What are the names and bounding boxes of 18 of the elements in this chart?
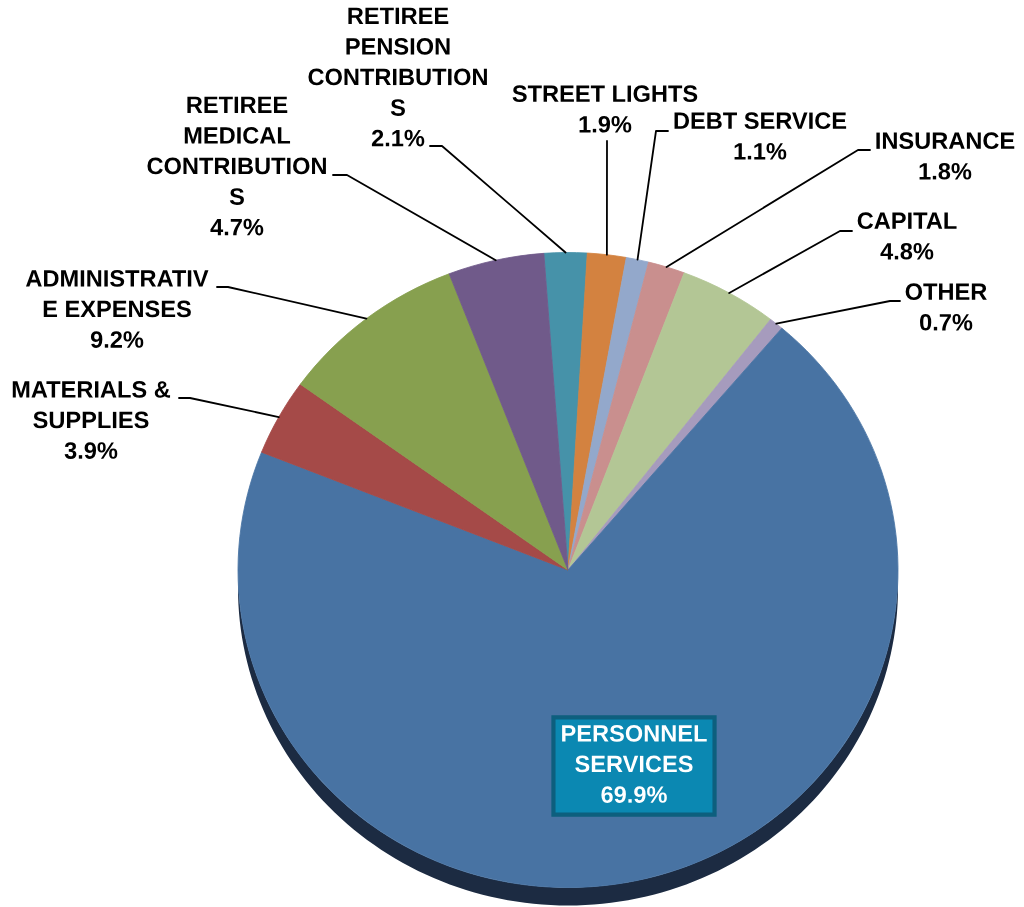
- slice-label: CAPITAL: [857, 212, 957, 230]
- data-label: 9.2%: [90, 331, 144, 348]
- slice-label: ADMINISTRATIV E EXPENSES: [25, 270, 209, 318]
- slice-label: MATERIALS & SUPPLIES: [12, 381, 171, 429]
- data-label: 2.1%: [371, 129, 425, 147]
- data-label: 0.7%: [920, 313, 973, 331]
- data-label: 4.8%: [880, 242, 934, 260]
- slice-label: DEBT SERVICE: [674, 112, 847, 130]
- slice-label: PERSONNEL SERVICES: [562, 725, 707, 773]
- data-label: 69.9%: [601, 786, 667, 803]
- slice-label: OTHER: [905, 283, 987, 301]
- slice-label: INSURANCE: [876, 132, 1015, 150]
- data-label: 4.7%: [210, 218, 264, 236]
- data-label: 1.1%: [734, 142, 787, 160]
- data-label: 1.8%: [919, 162, 972, 180]
- slice-label: STREET LIGHTS: [512, 85, 698, 103]
- data-label: 1.9%: [579, 115, 632, 133]
- data-label: 3.9%: [64, 442, 118, 459]
